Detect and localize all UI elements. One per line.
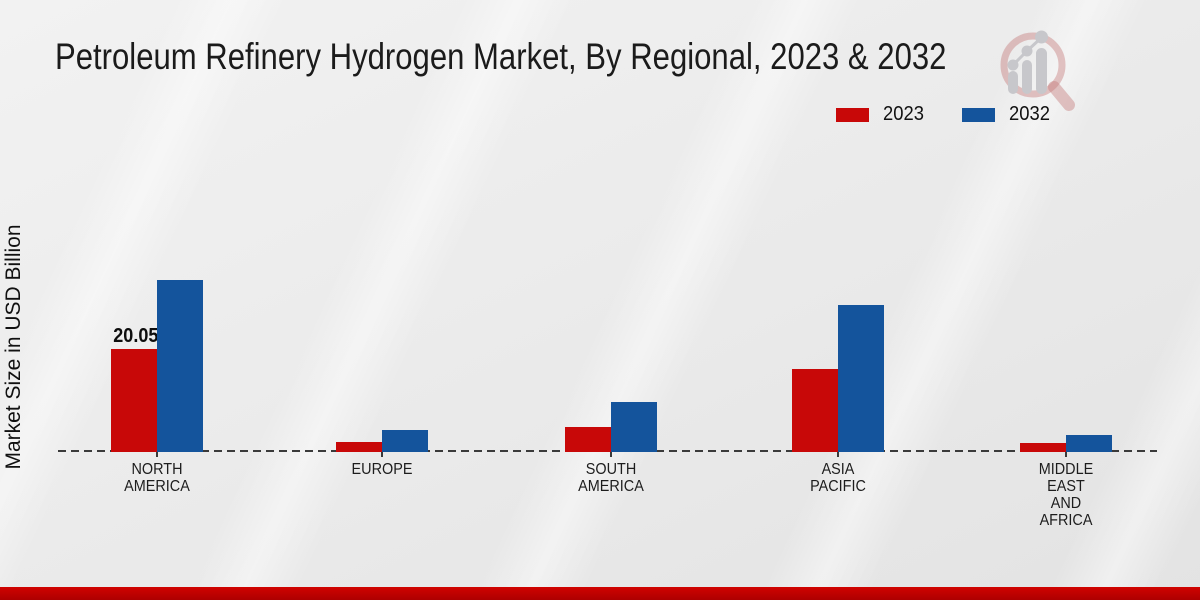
x-axis-tick-north-america	[156, 452, 158, 457]
bar-2023-south-america	[565, 427, 611, 452]
bar-2023-europe	[336, 442, 382, 452]
x-axis-label-south-america: SOUTH AMERICA	[578, 461, 644, 495]
legend-label-2032: 2032	[1008, 103, 1050, 125]
bar-2023-north-america	[111, 349, 157, 452]
chart-title: Petroleum Refinery Hydrogen Market, By R…	[55, 36, 947, 77]
bar-2032-asia-pacific	[838, 305, 884, 452]
bar-2032-middle-east-and-africa	[1066, 435, 1112, 452]
magnifier-growth-chart-logo-icon	[1000, 30, 1075, 111]
legend-swatch-2032	[961, 107, 995, 122]
legend-swatch-2023	[836, 107, 869, 122]
bar-2023-asia-pacific	[792, 369, 838, 452]
x-axis-label-middle-east-and-africa: MIDDLE EAST AND AFRICA	[1038, 461, 1094, 529]
y-axis-label: Market Size in USD Billion	[2, 224, 25, 470]
legend-item-2023: 2023	[836, 103, 928, 126]
x-axis-tick-south-america	[610, 452, 612, 457]
x-axis-label-asia-pacific: ASIA PACIFIC	[810, 461, 866, 495]
x-axis-label-europe: EUROPE	[351, 461, 413, 478]
x-axis-tick-asia-pacific	[837, 452, 839, 457]
legend-item-2032: 2032	[961, 103, 1054, 126]
footer-accent-bar	[0, 587, 1200, 600]
bar-2032-north-america	[157, 280, 203, 452]
data-label-2023-north-america: 20.05	[113, 325, 159, 347]
x-axis-tick-europe	[381, 452, 383, 457]
bar-2032-europe	[382, 430, 428, 452]
x-axis-tick-middle-east-and-africa	[1065, 452, 1067, 457]
legend: 2023 2032	[836, 103, 1053, 126]
bar-2023-middle-east-and-africa	[1020, 443, 1066, 452]
bar-2032-south-america	[611, 402, 657, 452]
x-axis-label-north-america: NORTH AMERICA	[124, 461, 190, 495]
legend-label-2023: 2023	[883, 103, 924, 125]
